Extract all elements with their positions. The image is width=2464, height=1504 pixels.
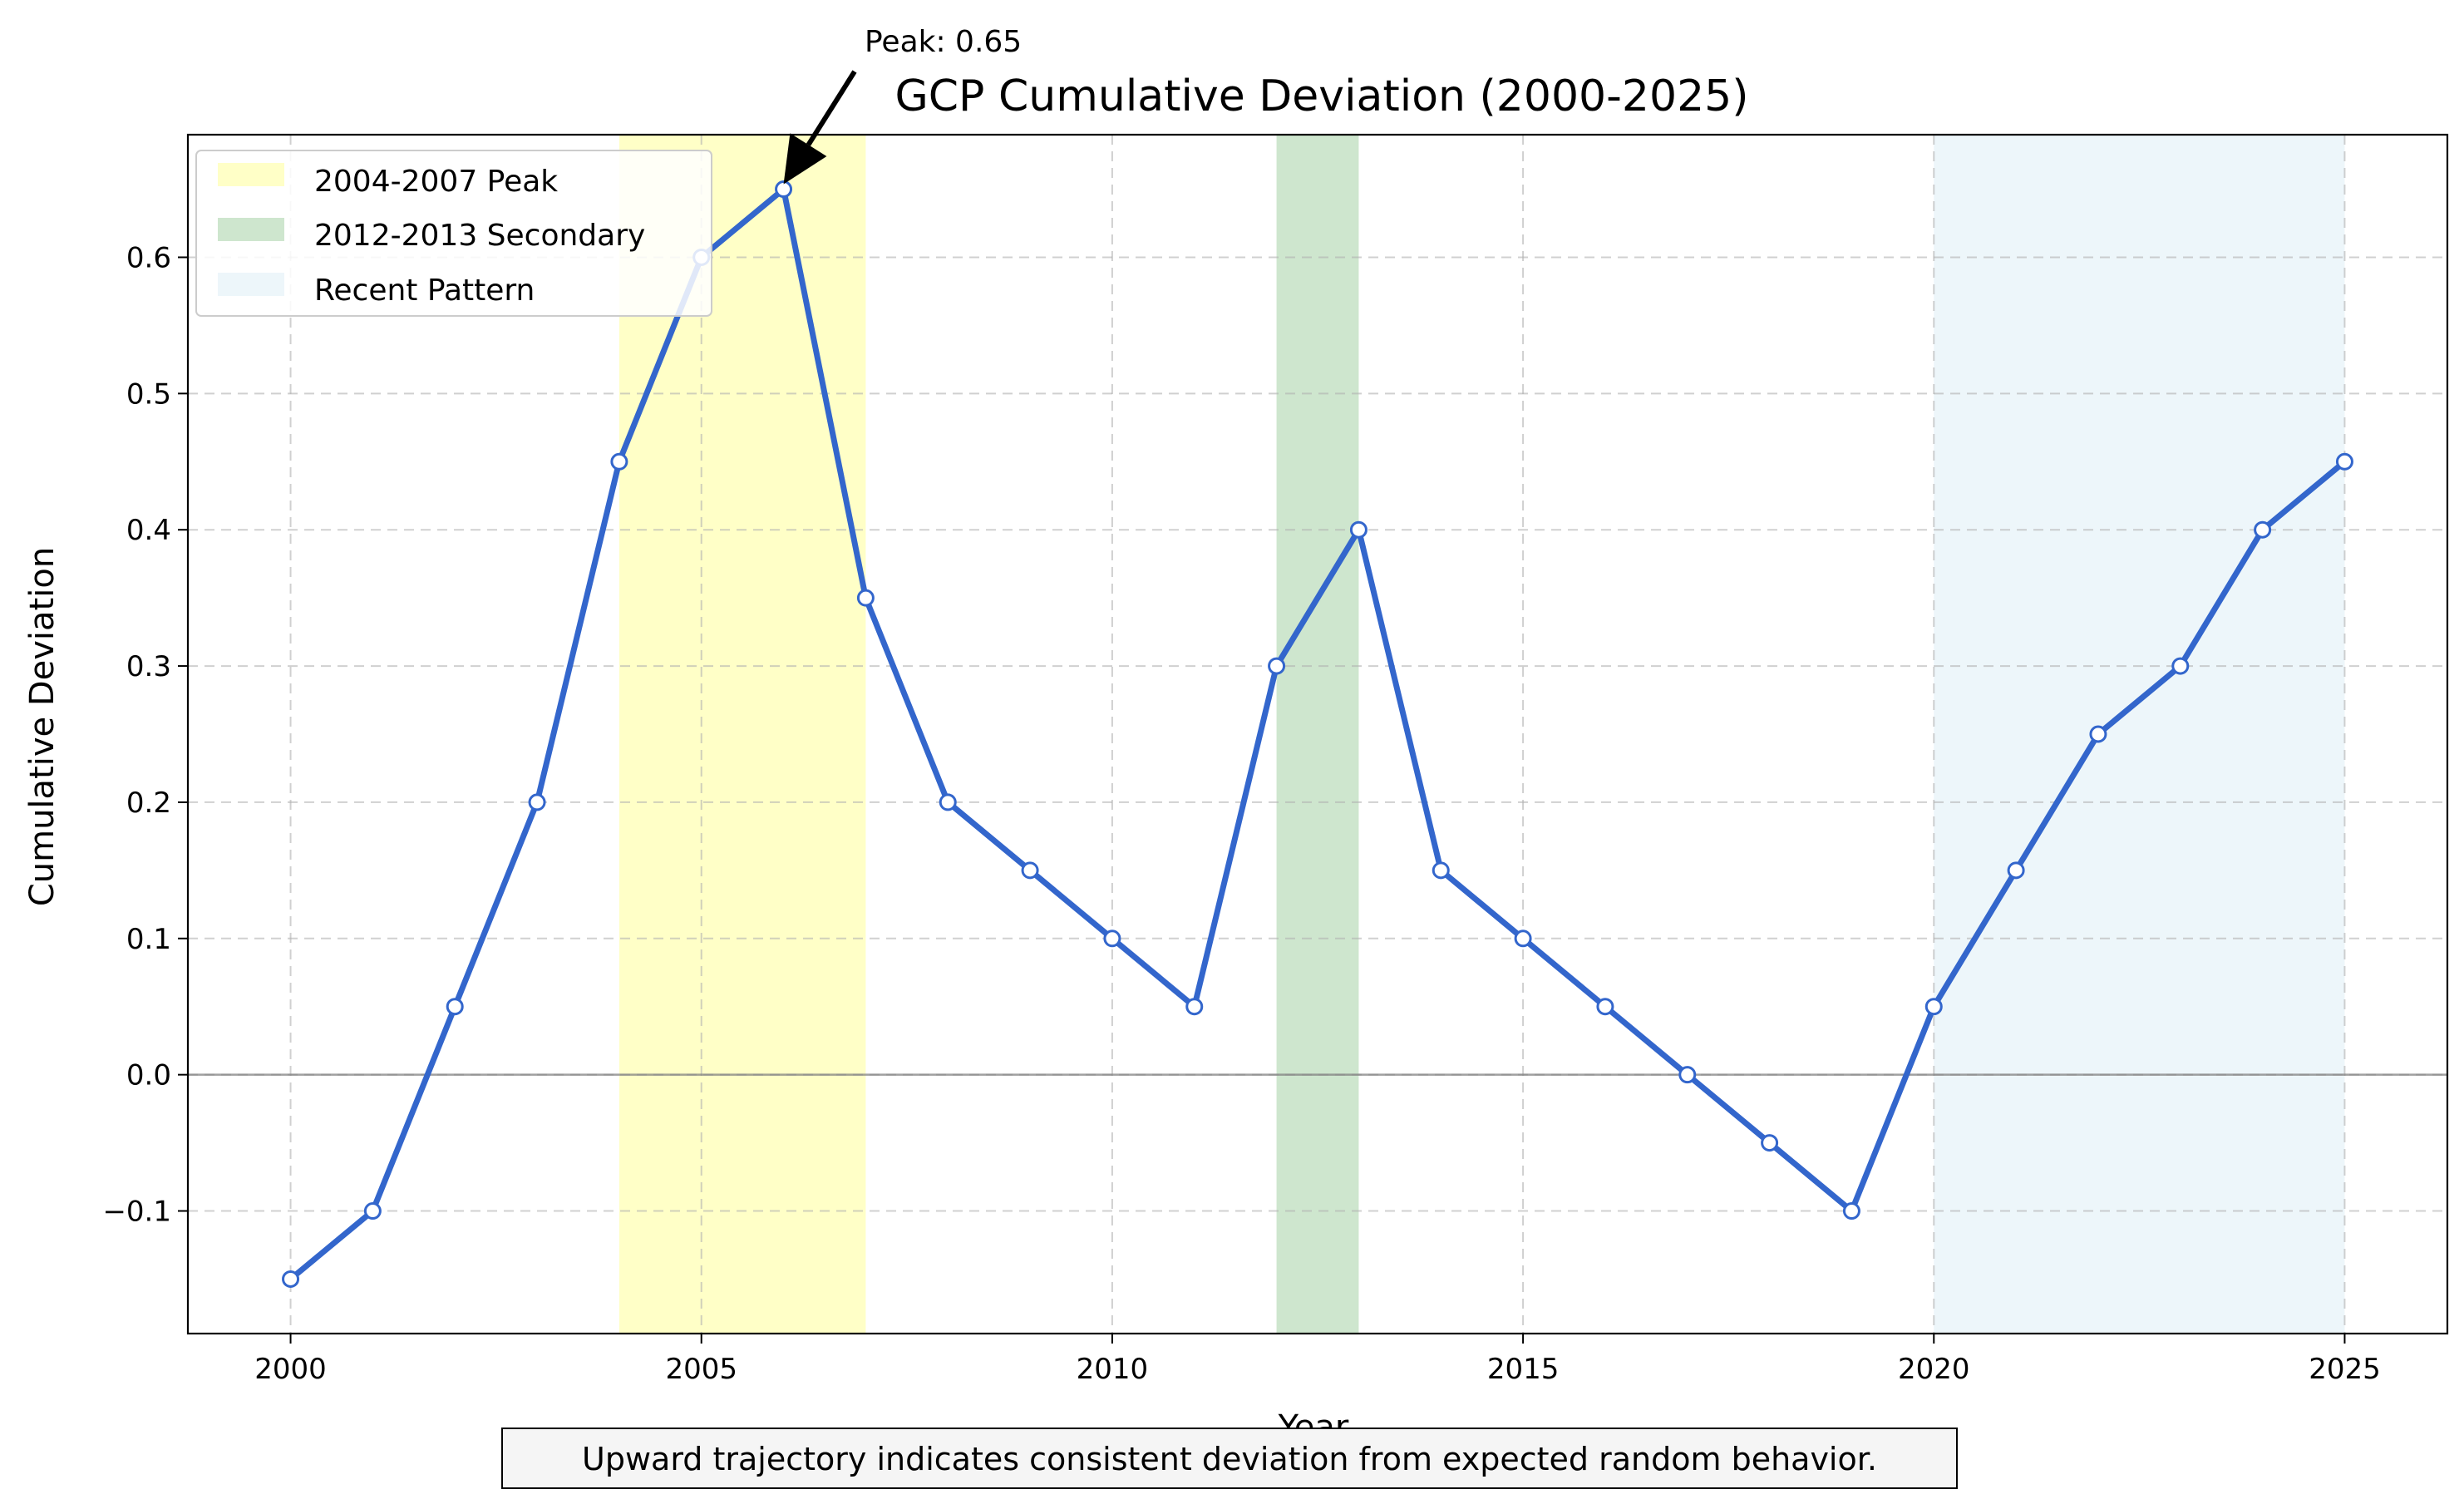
- data-point-2006: [775, 180, 793, 199]
- data-point-2010: [1103, 930, 1121, 948]
- chart-title: GCP Cumulative Deviation (2000-2025): [894, 72, 1748, 121]
- annotation-arrowhead: [783, 133, 827, 185]
- shaded-region-0: [618, 135, 866, 1334]
- peak-annotation: Peak: 0.65: [783, 25, 1022, 185]
- annotation-arrow: [806, 70, 857, 146]
- x-tick-label: 2020: [1898, 1353, 1970, 1386]
- legend: 2004-2007 Peak 2012-2013 Secondary Recen…: [195, 150, 712, 317]
- data-point-2021: [2007, 861, 2025, 880]
- data-point-2004: [610, 452, 628, 471]
- series-line-group: [288, 186, 2348, 1282]
- footnote-text: Upward trajectory indicates consistent d…: [582, 1441, 1877, 1477]
- footnote: Upward trajectory indicates consistent d…: [501, 1428, 1958, 1489]
- annotation-text: Peak: 0.65: [865, 25, 1022, 59]
- y-tick-label: 0.5: [126, 377, 171, 411]
- data-point-2009: [1021, 861, 1039, 880]
- data-point-2002: [446, 998, 464, 1016]
- footnote-box: [501, 1428, 1958, 1489]
- y-tick-label: 0.0: [126, 1059, 171, 1092]
- data-point-2001: [363, 1202, 382, 1220]
- grid: [188, 135, 2447, 1334]
- data-point-2018: [1761, 1134, 1779, 1152]
- legend-label-secondary: 2012-2013 Secondary: [314, 219, 645, 253]
- data-point-2020: [1924, 998, 1943, 1016]
- y-tick-label: 0.3: [126, 650, 171, 683]
- x-tick-label: 2015: [1487, 1353, 1560, 1386]
- x-tick-label: 2010: [1077, 1353, 1149, 1386]
- y-tick-label: 0.6: [126, 241, 171, 274]
- shaded-region-2: [1934, 135, 2345, 1334]
- y-tick-label: −0.1: [102, 1196, 171, 1229]
- series-line-0: [288, 186, 2348, 1282]
- data-point-2024: [2254, 520, 2272, 539]
- y-axis-label: Cumulative Deviation: [23, 547, 62, 906]
- data-point-2017: [1678, 1066, 1697, 1084]
- shaded-regions: [618, 135, 2345, 1334]
- data-point-2003: [528, 793, 546, 811]
- legend-swatch-recent: [218, 273, 284, 296]
- data-point-2007: [856, 589, 875, 607]
- data-point-2019: [1842, 1202, 1860, 1220]
- data-point-2025: [2335, 452, 2353, 471]
- data-point-2013: [1349, 520, 1368, 539]
- data-point-2008: [939, 793, 957, 811]
- legend-label-recent: Recent Pattern: [314, 274, 535, 308]
- y-axis-ticks: −0.1 0.0 0.1 0.2 0.3 0.4 0.5 0.6: [102, 241, 188, 1229]
- plot-frame: [186, 133, 2449, 1335]
- data-point-2011: [1185, 998, 1204, 1016]
- y-tick-label: 0.4: [126, 514, 171, 547]
- shaded-region-1: [1276, 135, 1359, 1334]
- data-point-2000: [282, 1270, 300, 1288]
- data-point-2014: [1432, 861, 1450, 880]
- legend-label-peak: 2004-2007 Peak: [314, 165, 558, 199]
- legend-swatch-secondary: [218, 218, 284, 241]
- data-point-2022: [2089, 725, 2107, 743]
- data-point-2012: [1268, 657, 1286, 675]
- data-point-2015: [1514, 930, 1532, 948]
- legend-box: [195, 150, 712, 317]
- x-tick-label: 2005: [665, 1353, 737, 1386]
- x-tick-label: 2000: [254, 1353, 327, 1386]
- y-tick-label: 0.1: [126, 923, 171, 956]
- x-axis-ticks: 2000 2005 2010 2015 2020 2025: [254, 1334, 2381, 1386]
- data-point-2016: [1596, 998, 1614, 1016]
- legend-swatch-peak: [218, 163, 284, 186]
- x-tick-label: 2025: [2309, 1353, 2381, 1386]
- data-point-2023: [2171, 657, 2190, 675]
- y-tick-label: 0.2: [126, 787, 171, 820]
